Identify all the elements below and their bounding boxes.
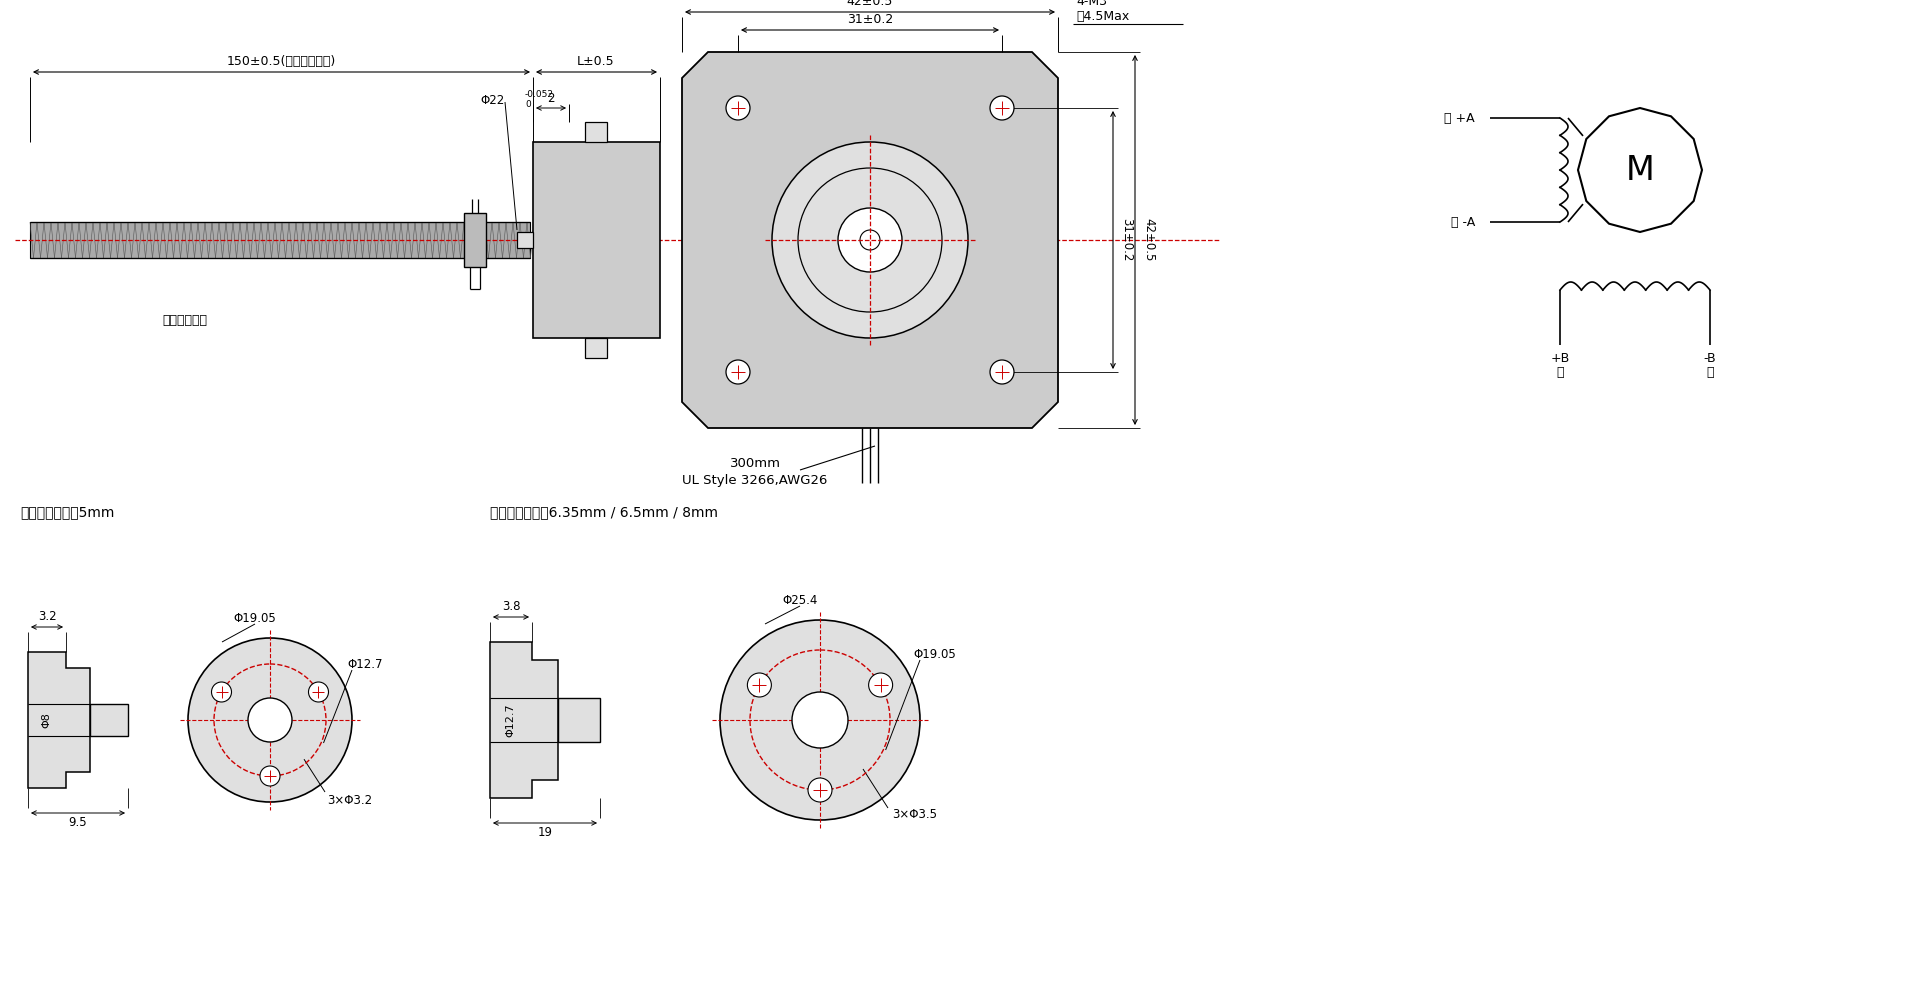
Text: 0: 0 [524, 100, 530, 109]
Text: 9.5: 9.5 [69, 816, 87, 830]
Text: 深4.5Max: 深4.5Max [1076, 10, 1130, 23]
Text: 42±0.5: 42±0.5 [846, 0, 893, 8]
Text: 31±0.2: 31±0.2 [846, 13, 893, 26]
Text: 3×Φ3.2: 3×Φ3.2 [328, 793, 372, 806]
Text: 维: 维 [1556, 366, 1564, 378]
Bar [465, 213, 486, 267]
Text: 3.8: 3.8 [501, 601, 521, 614]
Text: 蓝 -A: 蓝 -A [1450, 215, 1475, 228]
Circle shape [249, 698, 291, 742]
Circle shape [748, 673, 771, 697]
Text: 3×Φ3.5: 3×Φ3.5 [893, 808, 937, 821]
Circle shape [719, 620, 920, 820]
Text: 42±0.5: 42±0.5 [1143, 218, 1155, 262]
Text: Φ12.7: Φ12.7 [347, 658, 384, 672]
Text: 31±0.2: 31±0.2 [1120, 218, 1134, 262]
Circle shape [727, 96, 750, 120]
Bar [31, 222, 530, 258]
Polygon shape [683, 52, 1058, 428]
Bar [557, 698, 600, 742]
Bar [532, 142, 659, 338]
Circle shape [989, 96, 1014, 120]
Circle shape [260, 766, 280, 786]
Circle shape [189, 638, 353, 802]
Text: 梯型丝杆直径：6.35mm / 6.5mm / 8mm: 梯型丝杆直径：6.35mm / 6.5mm / 8mm [490, 505, 717, 519]
Text: +B: +B [1550, 352, 1569, 365]
Circle shape [808, 778, 833, 802]
Bar [584, 122, 607, 142]
Circle shape [308, 682, 328, 702]
Polygon shape [29, 652, 91, 788]
Circle shape [727, 360, 750, 384]
Text: 3.2: 3.2 [39, 611, 56, 623]
Text: 4-M3: 4-M3 [1076, 0, 1107, 8]
Text: Φ22: Φ22 [480, 94, 505, 107]
Circle shape [839, 208, 902, 272]
Text: 梯型丝杆直径：5mm: 梯型丝杆直径：5mm [19, 505, 114, 519]
Polygon shape [1577, 108, 1702, 232]
Text: Φ19.05: Φ19.05 [914, 648, 956, 662]
Bar [517, 232, 532, 248]
Text: 19: 19 [538, 827, 553, 840]
Text: UL Style 3266,AWG26: UL Style 3266,AWG26 [683, 473, 827, 486]
Circle shape [771, 142, 968, 338]
Text: Φ8: Φ8 [40, 712, 50, 728]
Circle shape [798, 168, 943, 312]
Circle shape [870, 673, 893, 697]
Text: Φ12.7: Φ12.7 [505, 703, 515, 737]
Text: Φ19.05: Φ19.05 [233, 612, 276, 624]
Text: Φ25.4: Φ25.4 [783, 594, 817, 607]
Circle shape [792, 692, 848, 748]
Text: 150±0.5(可自定义长度): 150±0.5(可自定义长度) [226, 54, 335, 67]
Text: L±0.5: L±0.5 [576, 54, 615, 67]
Text: -0.052: -0.052 [524, 90, 553, 99]
Circle shape [860, 230, 879, 250]
Bar [584, 338, 607, 358]
Text: 300mm: 300mm [729, 456, 781, 469]
Circle shape [212, 682, 231, 702]
Text: 红 +A: 红 +A [1444, 112, 1475, 124]
Text: M: M [1625, 153, 1654, 187]
Bar [91, 704, 127, 736]
Text: 2: 2 [548, 92, 555, 105]
Text: -B: -B [1704, 352, 1716, 365]
Text: 外部线性螺母: 外部线性螺母 [162, 313, 208, 326]
Text: 黑: 黑 [1706, 366, 1714, 378]
Circle shape [989, 360, 1014, 384]
Polygon shape [490, 642, 557, 798]
